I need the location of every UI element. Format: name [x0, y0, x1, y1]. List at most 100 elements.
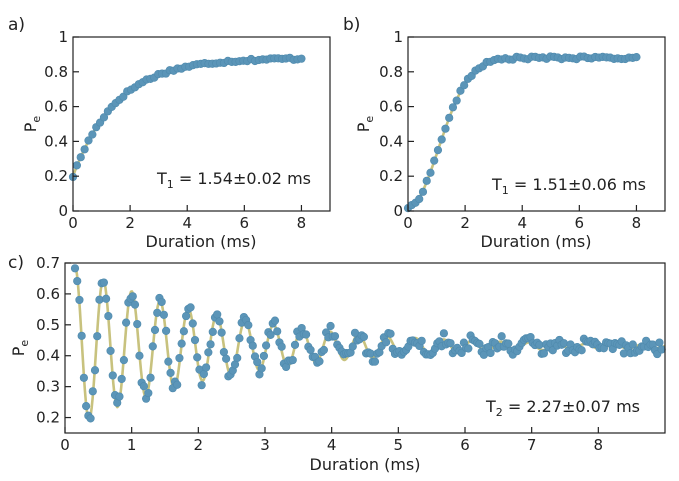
- panel-b-x-tick-label: 6: [575, 214, 585, 232]
- panel-c-data-point: [315, 357, 324, 366]
- panel-c-data-point: [115, 392, 124, 401]
- panel-c-data-point: [119, 356, 128, 365]
- panel-c-x-axis-label: Duration (ms): [310, 455, 421, 474]
- panel-c-data-point: [348, 342, 357, 351]
- panel-c-data-point: [215, 317, 224, 326]
- panel-c-data-point: [108, 371, 117, 380]
- panel-c-data-point: [106, 346, 115, 355]
- panel-c-data-point: [439, 329, 448, 338]
- panel-c-data-point: [73, 276, 82, 286]
- panel-c-x-tick-label: 7: [527, 436, 537, 454]
- panel-c-data-point: [148, 342, 157, 351]
- panel-c-annotation-main: T: [485, 397, 496, 416]
- panel-b-data-point: [433, 146, 443, 155]
- panel-b-annotation-value: = 1.51±0.06 ms: [509, 175, 646, 194]
- panel-c-data-point: [655, 338, 664, 347]
- panel-b-data-point: [422, 176, 431, 185]
- panel-c-data-point: [146, 373, 155, 382]
- panel-a-annotation-main: T: [156, 169, 167, 188]
- panel-c-data-point: [486, 348, 495, 358]
- panel-c-data-point: [173, 380, 182, 389]
- panel-c-data-point: [88, 387, 97, 396]
- panel-c-y-tick-label: 0.4: [36, 347, 60, 365]
- panel-c-data-point: [370, 357, 380, 366]
- panel-c-data-point: [150, 325, 160, 335]
- panel-c-data-point: [257, 364, 266, 373]
- panel-c-data-point: [179, 327, 188, 336]
- panel-c-data-point: [130, 300, 140, 309]
- panel-b-data-point: [426, 168, 435, 177]
- panel-b-y-tick-label: 1: [393, 28, 403, 46]
- panel-c-data-point: [326, 321, 335, 331]
- panel-c-data-point: [248, 341, 257, 350]
- panel-c-x-tick-label: 3: [260, 436, 270, 454]
- panel-a-x-axis-label: Duration (ms): [146, 232, 257, 251]
- panel-a-data-point: [88, 130, 97, 139]
- panel-a-annotation-value: = 1.54±0.02 ms: [174, 169, 311, 188]
- panel-b-data-point: [418, 187, 428, 196]
- panel-c-data-point: [77, 331, 86, 340]
- panel-c-data-point: [75, 295, 84, 305]
- panel-c-data-point: [277, 342, 286, 351]
- panel-c-data-point: [262, 341, 271, 350]
- panel-b-x-tick-label: 2: [460, 214, 470, 232]
- panel-c-data-point: [204, 348, 213, 357]
- panel-c-data-point: [117, 374, 126, 384]
- panel-a-ticks: 0 2 4 6 8 0 0.2 0.4 0.6 0.8 1: [44, 28, 306, 232]
- panel-b-label: b): [343, 15, 360, 35]
- panel-a-data-point: [80, 145, 89, 154]
- panel-b-y-tick-label: 0.8: [379, 63, 403, 81]
- panel-c-data-point: [188, 319, 197, 328]
- panel-c-x-tick-label: 0: [60, 436, 70, 454]
- panel-c-data-point: [559, 339, 568, 348]
- panel-a: a) 0 2 4 6 800.20.40.60.81 Duration (ms) Pe …: [8, 15, 331, 251]
- panel-a-points: [68, 53, 306, 182]
- panel-c-ticks: 0 1 2 3 4 5 6 7 8 0.2 0.3 0.4 0.5 0.6 0.7: [36, 254, 603, 454]
- panel-b-x-tick-label: 4: [517, 214, 527, 232]
- panel-c-data-point: [417, 336, 426, 345]
- panel-c-data-point: [386, 329, 395, 338]
- panel-b-t1-annotation: T1 = 1.51±0.06 ms: [491, 175, 646, 197]
- panel-b-annotation-sub: 1: [502, 184, 509, 197]
- panel-b-y-tick-label: 0: [393, 202, 403, 220]
- panel-c-data-point: [86, 414, 95, 423]
- panel-c-data-point: [235, 334, 244, 343]
- panel-b-data-point: [445, 113, 454, 122]
- panel-a-y-axis-label-sub: e: [30, 116, 43, 123]
- panel-c-y-tick-label: 0.2: [36, 409, 60, 427]
- panel-c-data-point: [104, 311, 113, 321]
- panel-b-x-tick-label: 0: [403, 214, 413, 232]
- panel-a-y-tick-label: 0.2: [44, 167, 68, 185]
- panel-a-label: a): [8, 15, 25, 35]
- panel-c-data-point: [222, 354, 231, 363]
- panel-c-data-point: [164, 357, 173, 366]
- panel-b-y-axis-label: Pe: [354, 116, 376, 133]
- panel-c-data-point: [657, 345, 666, 354]
- panel-c-x-tick-label: 6: [460, 436, 470, 454]
- panel-b-ticks: 0 2 4 6 8 0 0.2 0.4 0.6 0.8 1: [379, 28, 641, 232]
- panel-a-t1-annotation: T1 = 1.54±0.02 ms: [156, 169, 311, 191]
- panel-c-data-point: [464, 344, 473, 353]
- panel-a-annotation-sub: 1: [167, 178, 174, 191]
- panel-c-y-tick-label: 0.6: [36, 285, 60, 303]
- panel-b-data-point: [430, 156, 439, 165]
- panel-c-data-point: [359, 332, 368, 341]
- panel-c-data-point: [208, 327, 217, 337]
- panel-c-data-point: [497, 332, 506, 341]
- panel-c-points: [70, 264, 666, 423]
- panel-b-y-axis-label-main: P: [354, 122, 373, 132]
- panel-a-data-point: [72, 161, 81, 170]
- panel-b-data-point: [448, 103, 458, 112]
- panel-c-data-point: [504, 339, 513, 348]
- panel-c-data-point: [139, 382, 148, 391]
- panel-c-data-point: [266, 330, 275, 339]
- panel-c-data-point: [95, 295, 104, 304]
- panel-c-data-point: [306, 345, 315, 355]
- panel-a-x-tick-label: 6: [240, 214, 250, 232]
- panel-c-data-point: [99, 278, 108, 287]
- panel-c-data-point: [70, 264, 80, 273]
- panel-c-data-point: [202, 363, 211, 372]
- panel-a-y-axis-label-main: P: [21, 122, 40, 132]
- panel-a-data-point: [76, 153, 85, 162]
